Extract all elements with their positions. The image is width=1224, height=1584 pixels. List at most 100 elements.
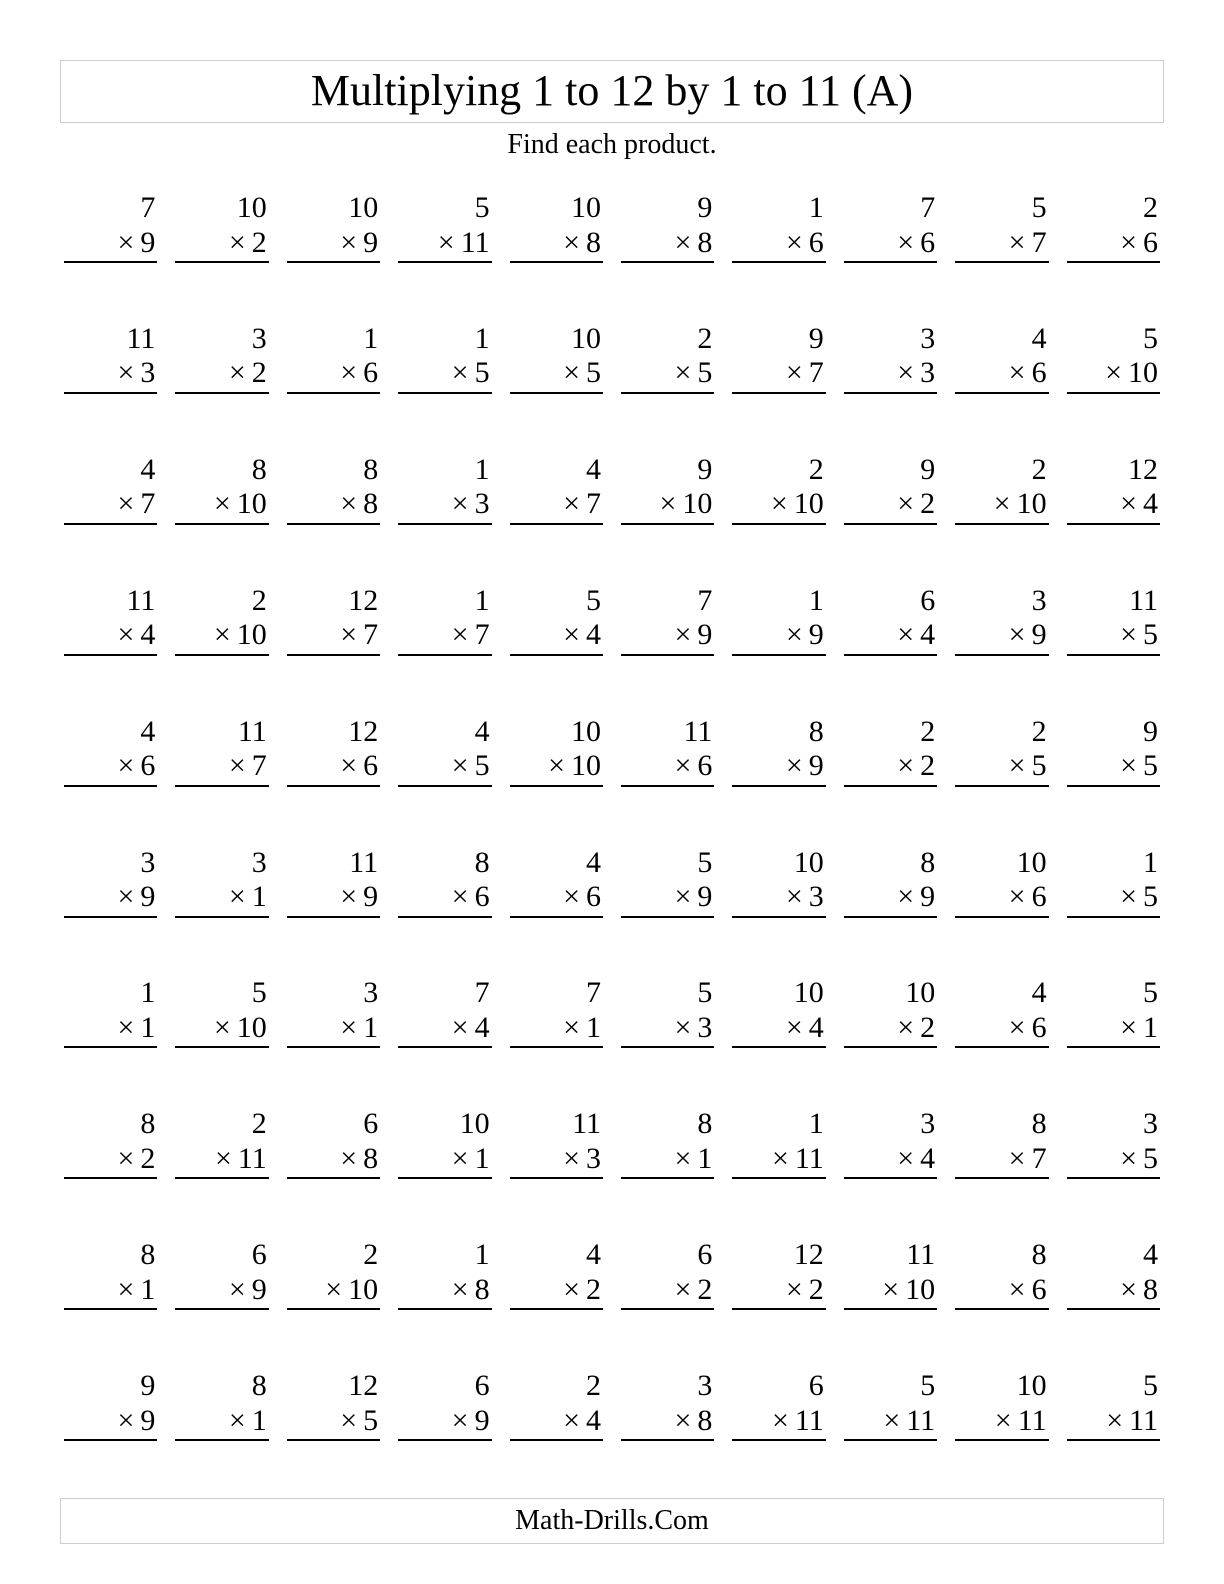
multiplicand: 7	[586, 976, 603, 1011]
multiplication-problem: 9× 9	[64, 1369, 157, 1458]
multiplication-problem: 3× 8	[621, 1369, 714, 1458]
multiplier-row: × 4	[510, 618, 603, 656]
multiplicand: 1	[475, 584, 492, 619]
multiplier-row: × 5	[621, 356, 714, 394]
multiplication-problem: 12× 6	[287, 715, 380, 804]
multiplication-problem: 9× 8	[621, 191, 714, 280]
multiplicand: 5	[697, 846, 714, 881]
multiplication-problem: 5× 10	[175, 976, 268, 1065]
multiplication-problem: 7× 9	[64, 191, 157, 280]
multiplication-problem: 8× 8	[287, 453, 380, 542]
multiplier-row: × 3	[510, 1142, 603, 1180]
multiplier-row: × 5	[287, 1404, 380, 1442]
multiplication-problem: 11× 3	[64, 322, 157, 411]
multiplication-problem: 11× 5	[1067, 584, 1160, 673]
multiplier-row: × 9	[732, 749, 825, 787]
multiplicand: 2	[1032, 453, 1049, 488]
multiplier-row: × 10	[955, 487, 1048, 525]
multiplicand: 1	[809, 191, 826, 226]
multiplication-problem: 3× 4	[844, 1107, 937, 1196]
multiplier-row: × 10	[287, 1273, 380, 1311]
multiplication-problem: 6× 8	[287, 1107, 380, 1196]
multiplier-row: × 10	[510, 749, 603, 787]
multiplication-problem: 10× 4	[732, 976, 825, 1065]
multiplication-problem: 2× 6	[1067, 191, 1160, 280]
multiplier-row: × 6	[955, 1011, 1048, 1049]
multiplication-problem: 6× 9	[398, 1369, 491, 1458]
multiplier-row: × 4	[398, 1011, 491, 1049]
multiplicand: 5	[1143, 1369, 1160, 1404]
multiplier-row: × 1	[64, 1273, 157, 1311]
multiplier-row: × 2	[64, 1142, 157, 1180]
multiplication-problem: 3× 1	[287, 976, 380, 1065]
multiplicand: 5	[1032, 191, 1049, 226]
multiplicand: 11	[238, 715, 269, 750]
multiplicand: 12	[1128, 453, 1160, 488]
multiplicand: 2	[920, 715, 937, 750]
multiplication-problem: 11× 7	[175, 715, 268, 804]
multiplicand: 11	[127, 322, 158, 357]
multiplier-row: × 9	[64, 1404, 157, 1442]
problem-grid: 7× 910× 210× 95× 1110× 89× 81× 67× 65× 7…	[60, 191, 1164, 1458]
multiplier-row: × 2	[175, 356, 268, 394]
multiplication-problem: 2× 5	[955, 715, 1048, 804]
multiplicand: 10	[571, 715, 603, 750]
multiplication-problem: 12× 5	[287, 1369, 380, 1458]
multiplication-problem: 6× 4	[844, 584, 937, 673]
multiplication-problem: 10× 11	[955, 1369, 1048, 1458]
multiplication-problem: 3× 2	[175, 322, 268, 411]
multiplication-problem: 8× 1	[621, 1107, 714, 1196]
multiplier-row: × 10	[175, 618, 268, 656]
multiplier-row: × 11	[398, 226, 491, 264]
multiplication-problem: 11× 10	[844, 1238, 937, 1327]
multiplicand: 12	[348, 715, 380, 750]
multiplication-problem: 8× 7	[955, 1107, 1048, 1196]
multiplication-problem: 12× 7	[287, 584, 380, 673]
multiplier-row: × 2	[732, 1273, 825, 1311]
multiplication-problem: 1× 8	[398, 1238, 491, 1327]
multiplicand: 1	[475, 322, 492, 357]
multiplication-problem: 8× 10	[175, 453, 268, 542]
multiplicand: 2	[252, 584, 269, 619]
multiplier-row: × 10	[844, 1273, 937, 1311]
multiplicand: 10	[571, 322, 603, 357]
multiplier-row: × 9	[732, 618, 825, 656]
multiplication-problem: 2× 2	[844, 715, 937, 804]
multiplicand: 5	[697, 976, 714, 1011]
multiplicand: 8	[809, 715, 826, 750]
footer-text: Math-Drills.Com	[515, 1505, 709, 1536]
multiplication-problem: 3× 1	[175, 846, 268, 935]
multiplier-row: × 9	[64, 880, 157, 918]
multiplicand: 12	[794, 1238, 826, 1273]
multiplier-row: × 3	[621, 1011, 714, 1049]
multiplicand: 6	[697, 1238, 714, 1273]
multiplication-problem: 8× 9	[844, 846, 937, 935]
multiplier-row: × 8	[398, 1273, 491, 1311]
multiplier-row: × 5	[1067, 618, 1160, 656]
multiplicand: 10	[571, 191, 603, 226]
multiplier-row: × 9	[64, 226, 157, 264]
multiplier-row: × 6	[1067, 226, 1160, 264]
multiplier-row: × 3	[64, 356, 157, 394]
multiplicand: 3	[920, 322, 937, 357]
multiplicand: 9	[1143, 715, 1160, 750]
multiplier-row: × 10	[175, 487, 268, 525]
multiplication-problem: 4× 6	[955, 976, 1048, 1065]
multiplier-row: × 4	[64, 618, 157, 656]
multiplicand: 3	[252, 322, 269, 357]
multiplier-row: × 4	[732, 1011, 825, 1049]
multiplier-row: × 5	[1067, 1142, 1160, 1180]
multiplier-row: × 8	[621, 226, 714, 264]
multiplicand: 9	[697, 191, 714, 226]
multiplier-row: × 1	[621, 1142, 714, 1180]
multiplier-row: × 7	[398, 618, 491, 656]
multiplicand: 7	[475, 976, 492, 1011]
multiplier-row: × 5	[955, 749, 1048, 787]
multiplicand: 10	[1017, 846, 1049, 881]
multiplicand: 11	[127, 584, 158, 619]
multiplication-problem: 3× 3	[844, 322, 937, 411]
multiplicand: 2	[1032, 715, 1049, 750]
multiplication-problem: 4× 6	[510, 846, 603, 935]
multiplicand: 8	[920, 846, 937, 881]
title-bar: Multiplying 1 to 12 by 1 to 11 (A)	[60, 60, 1164, 123]
